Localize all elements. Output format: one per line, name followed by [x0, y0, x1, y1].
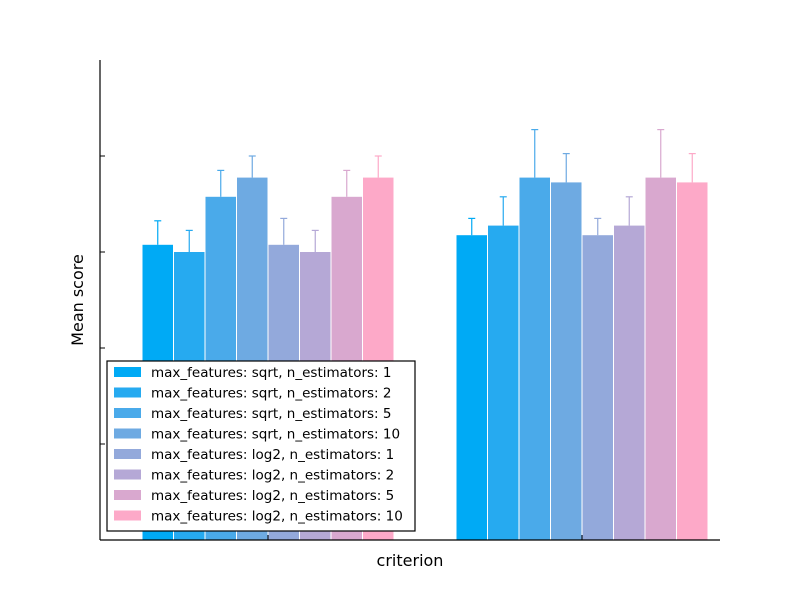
- bar: [645, 177, 676, 540]
- legend-swatch: [114, 367, 141, 377]
- legend-label: max_features: sqrt, n_estimators: 10: [151, 427, 400, 443]
- bar: [488, 225, 519, 540]
- legend-swatch: [114, 387, 141, 398]
- axes-group: [99, 60, 720, 541]
- legend-label: max_features: log2, n_estimators: 1: [151, 447, 394, 463]
- y-axis-label: Mean score: [68, 254, 87, 346]
- x-axis-label: criterion: [377, 551, 444, 570]
- bar: [456, 235, 487, 540]
- legend-label: max_features: log2, n_estimators: 10: [151, 509, 403, 525]
- bar: [582, 235, 613, 540]
- legend-label: max_features: log2, n_estimators: 2: [151, 468, 394, 484]
- errorbars-group: [154, 129, 696, 252]
- legend-label: max_features: sqrt, n_estimators: 2: [151, 386, 391, 402]
- legend-box: [106, 360, 416, 532]
- bar: [519, 177, 550, 540]
- legend-label: max_features: log2, n_estimators: 5: [151, 488, 394, 504]
- legend: max_features: sqrt, n_estimators: 1 max_f…: [106, 360, 416, 532]
- bar: [551, 182, 582, 540]
- legend-label: max_features: sqrt, n_estimators: 5: [151, 406, 391, 422]
- legend-swatch: [114, 510, 141, 521]
- legend-swatch: [114, 490, 141, 500]
- legend-label: max_features: sqrt, n_estimators: 1: [151, 365, 391, 381]
- legend-swatch: [114, 469, 141, 480]
- legend-swatch: [114, 408, 141, 418]
- legend-swatch: [114, 428, 141, 439]
- legend-swatch: [114, 449, 141, 459]
- bar: [677, 182, 708, 540]
- bar: [614, 225, 645, 540]
